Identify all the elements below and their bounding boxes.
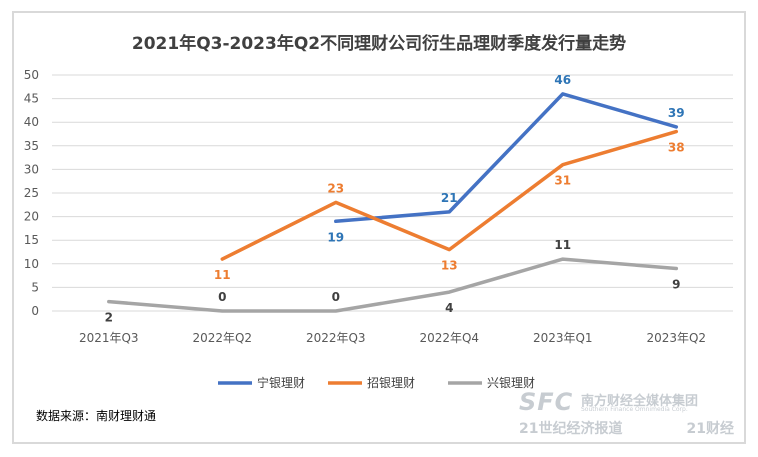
watermark-org-en: Southern Finance Omnimedia Corp. — [581, 406, 688, 413]
y-tick-label: 30 — [24, 162, 39, 176]
y-tick-label: 35 — [24, 139, 39, 153]
x-tick-label: 2022年Q3 — [306, 331, 366, 345]
data-label: 13 — [441, 259, 458, 273]
legend-label: 招银理财 — [367, 376, 415, 390]
data-label: 4 — [445, 301, 453, 315]
x-tick-label: 2022年Q2 — [192, 331, 252, 345]
x-tick-label: 2023年Q1 — [533, 331, 593, 345]
sfc-watermark-logo: SFC 南方财经全媒体集团 Southern Finance Omnimedia… — [519, 388, 734, 438]
x-tick-label: 2022年Q4 — [419, 331, 479, 345]
y-tick-label: 10 — [24, 257, 39, 271]
data-label: 11 — [214, 268, 231, 282]
watermark-org: 南方财经全媒体集团 — [581, 394, 699, 409]
legend-label: 兴银理财 — [487, 376, 535, 390]
y-tick-label: 5 — [31, 280, 39, 294]
data-label: 21 — [441, 191, 458, 205]
chart-frame — [12, 11, 746, 444]
data-label: 38 — [668, 141, 685, 155]
data-source: 数据来源：南财理财通 — [36, 409, 157, 423]
watermark-sfc: SFC — [519, 388, 574, 416]
y-tick-label: 25 — [24, 186, 39, 200]
data-label: 0 — [332, 290, 340, 304]
data-label: 46 — [554, 73, 571, 87]
legend-label: 宁银理财 — [257, 375, 305, 390]
y-tick-label: 15 — [24, 233, 39, 247]
y-tick-label: 45 — [24, 92, 39, 106]
series-line-1 — [220, 129, 679, 261]
watermark-brand: 21世纪经济报道 — [519, 421, 623, 437]
data-label: 23 — [327, 181, 344, 195]
y-tick-label: 0 — [31, 304, 39, 318]
x-tick-label: 2023年Q2 — [646, 331, 706, 345]
data-label: 9 — [672, 278, 680, 292]
series-line-2 — [107, 257, 679, 313]
data-label: 0 — [218, 290, 226, 304]
data-label: 11 — [554, 238, 571, 252]
data-label: 39 — [668, 106, 685, 120]
watermark-brand2: 21财经 — [686, 421, 734, 437]
chart-title: 2021年Q3-2023年Q2不同理财公司衍生品理财季度发行量走势 — [131, 34, 627, 54]
x-tick-label: 2021年Q3 — [79, 331, 139, 345]
y-tick-label: 40 — [24, 115, 39, 129]
data-label: 31 — [554, 174, 571, 188]
series-line-0 — [334, 92, 679, 224]
data-label: 19 — [327, 230, 344, 244]
data-label: 2 — [105, 311, 113, 325]
y-tick-label: 50 — [24, 68, 39, 82]
y-tick-label: 20 — [24, 210, 39, 224]
